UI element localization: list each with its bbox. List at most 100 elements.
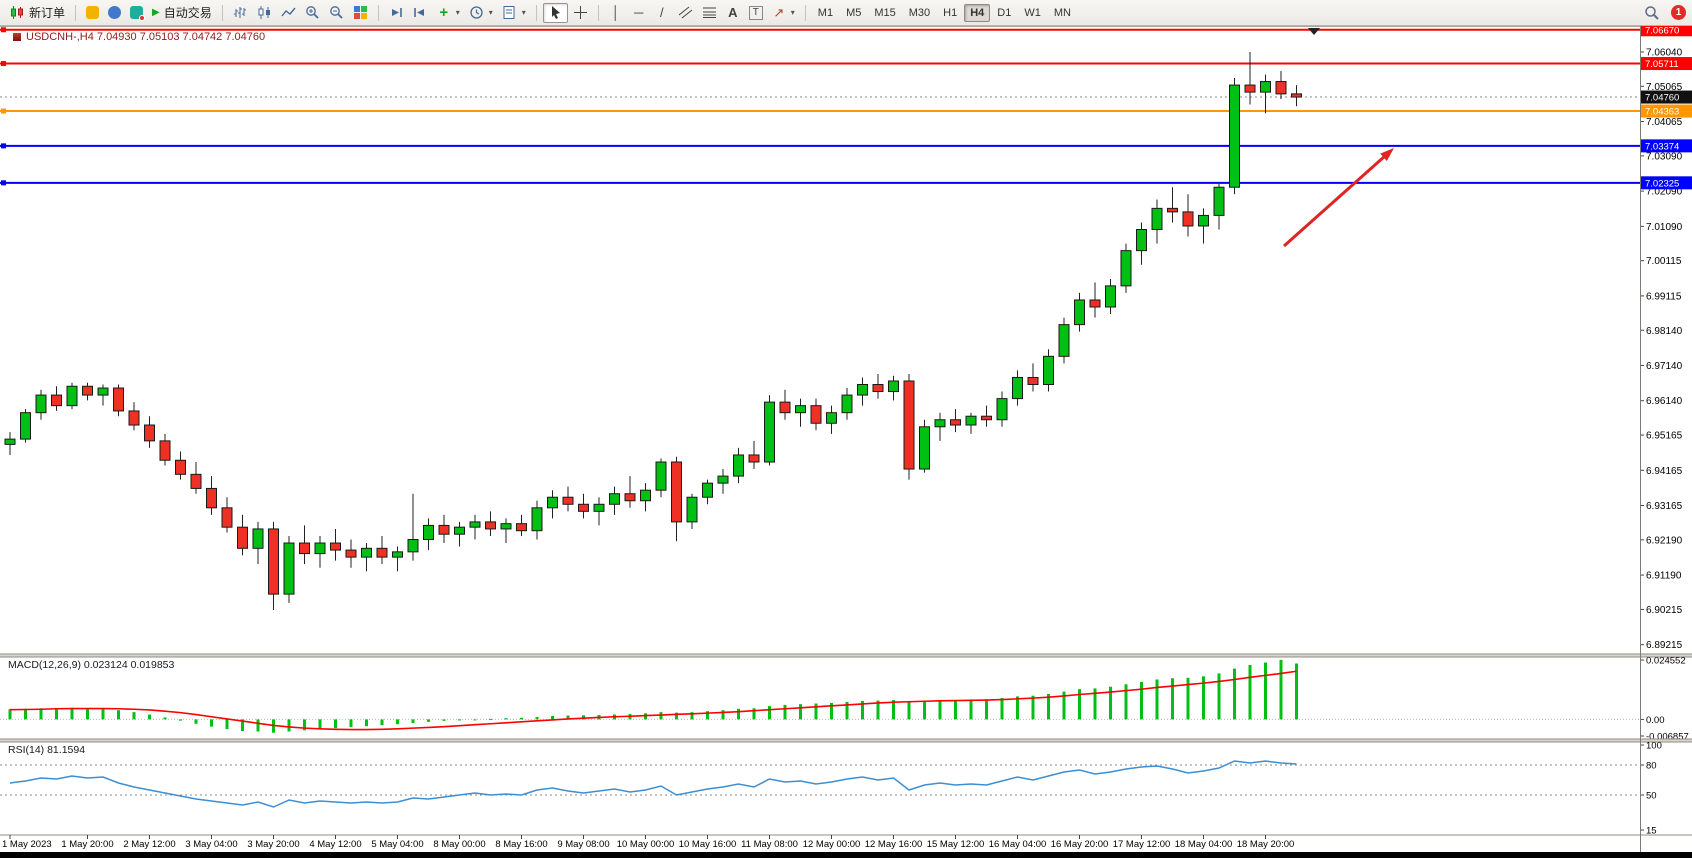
- auto-scroll-icon: [391, 8, 402, 17]
- svg-text:7.03374: 7.03374: [1645, 141, 1679, 152]
- timeframe-m1-button[interactable]: M1: [817, 6, 834, 19]
- text-label-button[interactable]: T: [745, 3, 767, 23]
- tile-windows-icon: [353, 6, 367, 19]
- svg-text:15: 15: [1646, 826, 1657, 837]
- svg-text:8 May 16:00: 8 May 16:00: [495, 839, 547, 850]
- rsi-panel: 100 80 50 15: [0, 741, 1662, 837]
- svg-text:6.95165: 6.95165: [1646, 431, 1683, 442]
- cursor-button[interactable]: [542, 2, 568, 23]
- zoom-out-button[interactable]: [325, 3, 348, 23]
- trendline-button[interactable]: /: [651, 3, 673, 23]
- timeframe-m30-button[interactable]: M30: [908, 6, 931, 19]
- timeframe-w1-button[interactable]: W1: [1024, 6, 1041, 19]
- svg-text:3 May 20:00: 3 May 20:00: [247, 839, 299, 850]
- crosshair-button[interactable]: [569, 3, 592, 23]
- price-badges: 7.06670 7.05711 7.04760 7.04363 7.03374 7.023…: [1641, 23, 1692, 190]
- svg-text:7.06670: 7.06670: [1645, 25, 1679, 36]
- notifications-badge[interactable]: 1: [1671, 5, 1686, 20]
- auto-scroll-button[interactable]: [385, 3, 408, 23]
- vertical-line-button[interactable]: │: [605, 3, 627, 23]
- timeframe-m15-button[interactable]: M15: [874, 6, 896, 19]
- svg-text:11 May 08:00: 11 May 08:00: [741, 839, 798, 850]
- svg-text:18 May 04:00: 18 May 04:00: [1175, 839, 1233, 850]
- toolbar-separator: [535, 4, 537, 21]
- timeframe-h4-button[interactable]: H4: [964, 3, 991, 22]
- text-button[interactable]: A: [722, 3, 744, 23]
- autotrading-button[interactable]: ▶ 自动交易: [148, 3, 216, 23]
- channel-button[interactable]: [674, 3, 697, 23]
- chart-title-text: USDCNH-,H4 7.04930 7.05103 7.04742 7.047…: [26, 31, 266, 43]
- price-axis[interactable]: 7.06040 7.05065 7.04065 7.03090 7.02090 7.010…: [1640, 47, 1683, 651]
- svg-text:7.02090: 7.02090: [1646, 187, 1683, 198]
- price-badge: [1641, 104, 1692, 118]
- search-button[interactable]: [1640, 3, 1664, 23]
- svg-text:1 May 2023: 1 May 2023: [2, 839, 52, 850]
- chart-shift-button[interactable]: [409, 3, 432, 23]
- line-anchor-handle[interactable]: [1, 108, 6, 114]
- trend-arrow[interactable]: [1283, 148, 1394, 248]
- timeframe-mn-button[interactable]: MN: [1053, 6, 1071, 19]
- channel-icon: [678, 6, 693, 19]
- timeframe-d1-button[interactable]: D1: [997, 6, 1012, 19]
- svg-text:7.05065: 7.05065: [1646, 82, 1683, 93]
- fibonacci-button[interactable]: [698, 3, 721, 23]
- chart-title: USDCNH-,H4 7.04930 7.05103 7.04742 7.047…: [13, 31, 265, 43]
- svg-text:6.92190: 6.92190: [1646, 535, 1683, 546]
- line-anchor-handle[interactable]: [1, 143, 6, 149]
- toolbar: 新订单 ▶ 自动交易: [0, 0, 1692, 26]
- toolbar-separator: [377, 4, 379, 21]
- zoom-out-icon: [329, 6, 343, 19]
- svg-text:16 May 04:00: 16 May 04:00: [989, 839, 1047, 850]
- bottom-bar: [0, 852, 1692, 858]
- svg-text:0.024552: 0.024552: [1646, 656, 1686, 667]
- svg-text:6.97140: 6.97140: [1646, 361, 1683, 372]
- mini-candles-icon: [11, 6, 23, 19]
- line-anchor-handle[interactable]: [1, 180, 6, 186]
- svg-text:10 May 00:00: 10 May 00:00: [617, 839, 675, 850]
- macd-panel: 0.024552 0.00 -0.006857: [0, 656, 1689, 743]
- horizontal-lines[interactable]: [0, 27, 1640, 186]
- line-anchor-handle[interactable]: [1, 61, 6, 67]
- profiles-button[interactable]: [104, 3, 125, 23]
- svg-text:7.05711: 7.05711: [1645, 59, 1679, 70]
- svg-text:6.89215: 6.89215: [1646, 640, 1683, 651]
- chart-bars-button[interactable]: [229, 3, 252, 23]
- svg-text:7.04760: 7.04760: [1645, 93, 1679, 104]
- svg-text:6.98140: 6.98140: [1646, 326, 1683, 337]
- new-order-button[interactable]: 新订单: [6, 3, 69, 23]
- horizontal-line-button[interactable]: ─: [628, 3, 650, 23]
- svg-text:7.06040: 7.06040: [1646, 47, 1683, 58]
- timeframe-h1-button[interactable]: H1: [943, 6, 958, 19]
- svg-text:12 May 16:00: 12 May 16:00: [865, 839, 923, 850]
- svg-text:12 May 00:00: 12 May 00:00: [803, 839, 861, 850]
- chevron-down-icon: ▾: [455, 8, 460, 17]
- terminal-button[interactable]: [126, 3, 147, 23]
- periods-button[interactable]: ▾: [465, 3, 497, 23]
- svg-text:18 May 20:00: 18 May 20:00: [1237, 839, 1295, 850]
- svg-text:17 May 12:00: 17 May 12:00: [1113, 839, 1171, 850]
- market-watch-button[interactable]: [82, 3, 103, 23]
- svg-text:4 May 12:00: 4 May 12:00: [309, 839, 361, 850]
- svg-text:6.90215: 6.90215: [1646, 605, 1683, 616]
- panel-splitter[interactable]: [0, 653, 1692, 658]
- chart-candles-button[interactable]: [253, 3, 276, 23]
- new-order-label: 新订单: [29, 6, 66, 20]
- horizontal-line-icon: ─: [634, 4, 644, 20]
- indicators-button[interactable]: + ▾: [433, 3, 464, 23]
- toolbar-separator: [221, 4, 223, 21]
- market-watch-icon: [86, 6, 100, 19]
- time-axis[interactable]: 1 May 2023 1 May 20:00 2 May 12:00 3 May 04…: [0, 834, 1692, 850]
- chart-line-button[interactable]: [277, 3, 300, 23]
- panel-splitter[interactable]: [0, 738, 1692, 743]
- shift-marker[interactable]: [1308, 28, 1320, 35]
- templates-button[interactable]: ▾: [498, 3, 530, 23]
- toolbar-separator: [597, 4, 599, 21]
- svg-text:10 May 16:00: 10 May 16:00: [679, 839, 737, 850]
- search-icon: [1645, 5, 1659, 20]
- tile-windows-button[interactable]: [349, 3, 372, 23]
- arrows-button[interactable]: ↗ ▾: [768, 3, 799, 23]
- zoom-in-button[interactable]: [301, 3, 324, 23]
- timeframe-m5-button[interactable]: M5: [846, 6, 862, 19]
- line-anchor-handle[interactable]: [1, 27, 6, 33]
